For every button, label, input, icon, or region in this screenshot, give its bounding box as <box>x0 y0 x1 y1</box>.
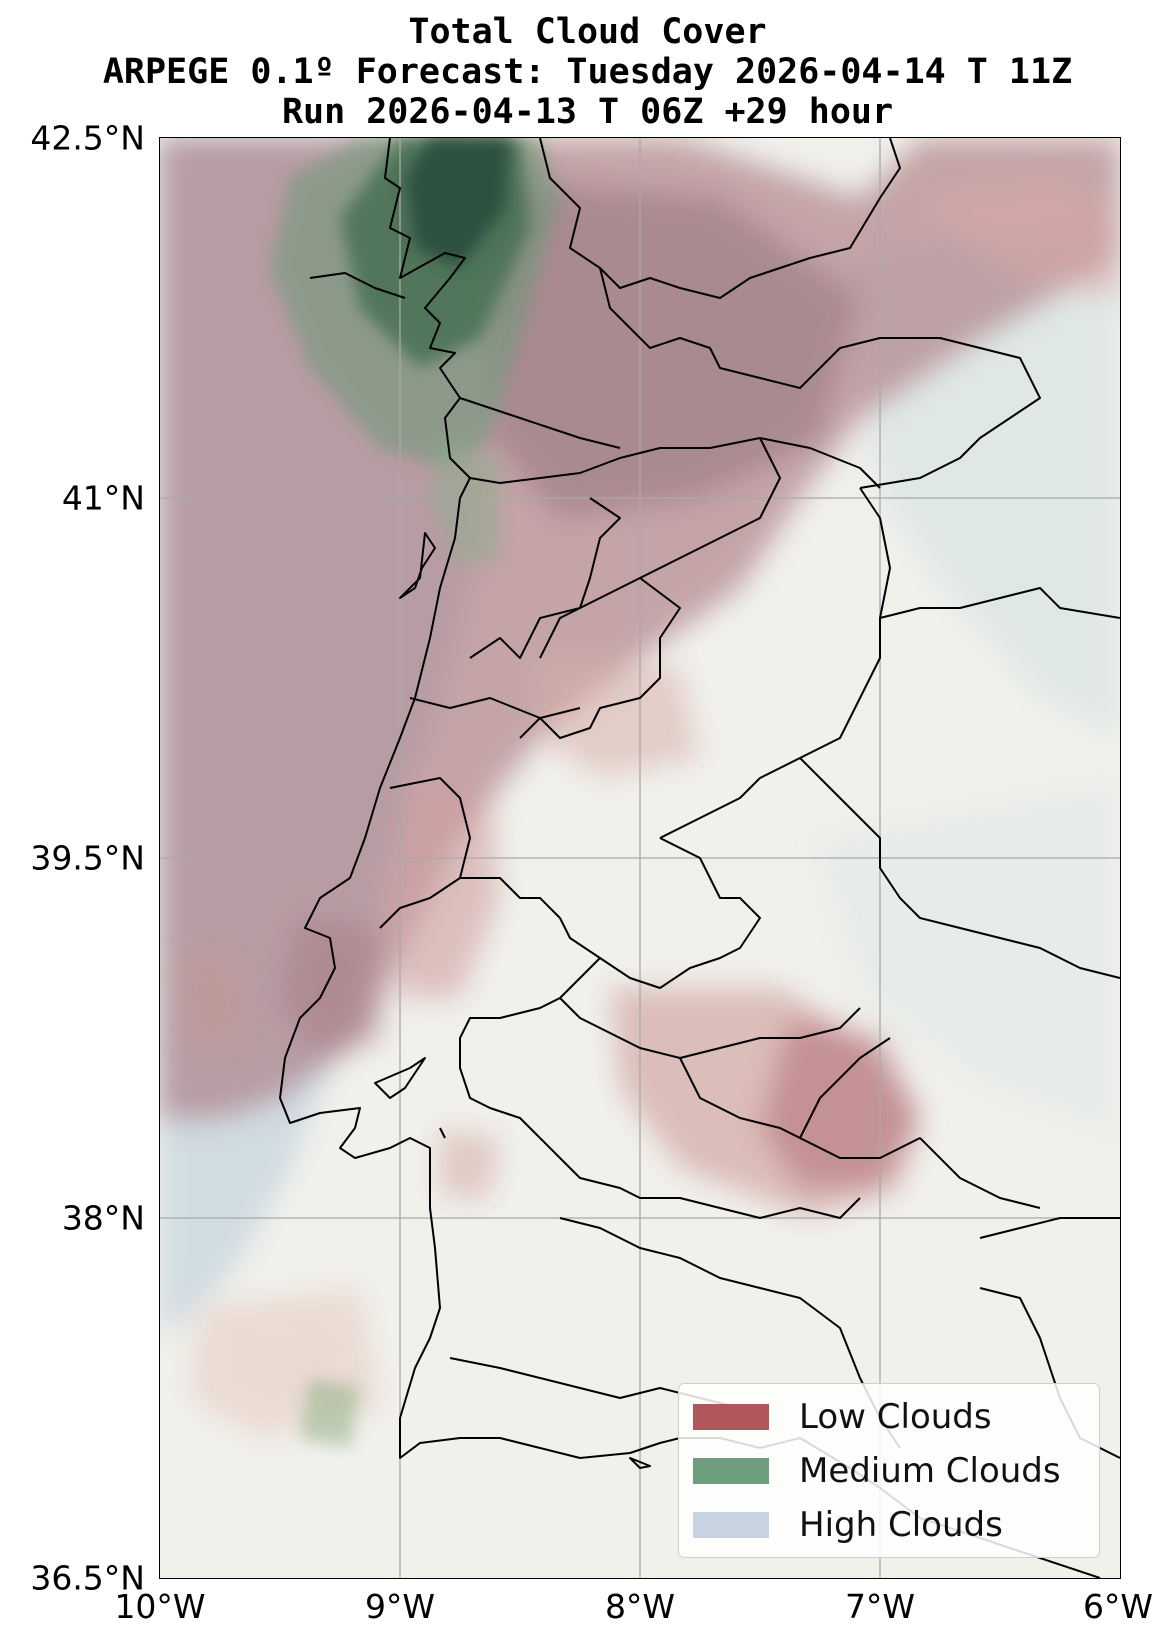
lat-tick-label: 42.5°N <box>30 118 145 158</box>
legend-swatch-low-clouds <box>693 1404 769 1430</box>
admin-borders <box>379 138 1120 1459</box>
medium-cloud-layer <box>270 138 560 1448</box>
lon-tick-label: 8°W <box>604 1587 676 1626</box>
coastline <box>279 138 1101 1578</box>
legend-label-medium-clouds: Medium Clouds <box>799 1451 1061 1491</box>
lat-tick-label: 41°N <box>61 478 145 518</box>
title-line-3: Run 2026-04-13 T 06Z +29 hour <box>281 92 894 132</box>
legend-item-high-clouds: High Clouds <box>693 1505 1003 1545</box>
legend-item-low-clouds: Low Clouds <box>693 1397 992 1437</box>
lon-tick-label: 6°W <box>1082 1587 1154 1626</box>
legend-label-low-clouds: Low Clouds <box>799 1397 992 1437</box>
legend-label-high-clouds: High Clouds <box>799 1505 1003 1545</box>
lon-tick-label: 9°W <box>364 1587 436 1626</box>
lon-tick-label: 7°W <box>844 1587 916 1626</box>
map-area <box>160 138 1120 1578</box>
title-line-2: ARPEGE 0.1º Forecast: Tuesday 2026-04-14… <box>102 52 1073 92</box>
lat-tick-label: 36.5°N <box>30 1558 145 1598</box>
legend: Low Clouds Medium Clouds High Clouds <box>678 1383 1100 1558</box>
lat-tick-label: 38°N <box>61 1198 145 1238</box>
legend-swatch-high-clouds <box>693 1512 769 1538</box>
title-line-1: Total Cloud Cover <box>408 12 767 52</box>
lon-tick-label: 10°W <box>114 1587 206 1626</box>
lat-tick-label: 39.5°N <box>30 838 145 878</box>
legend-item-medium-clouds: Medium Clouds <box>693 1451 1061 1491</box>
cloud-cover-map <box>160 138 1120 1578</box>
legend-swatch-medium-clouds <box>693 1458 769 1484</box>
